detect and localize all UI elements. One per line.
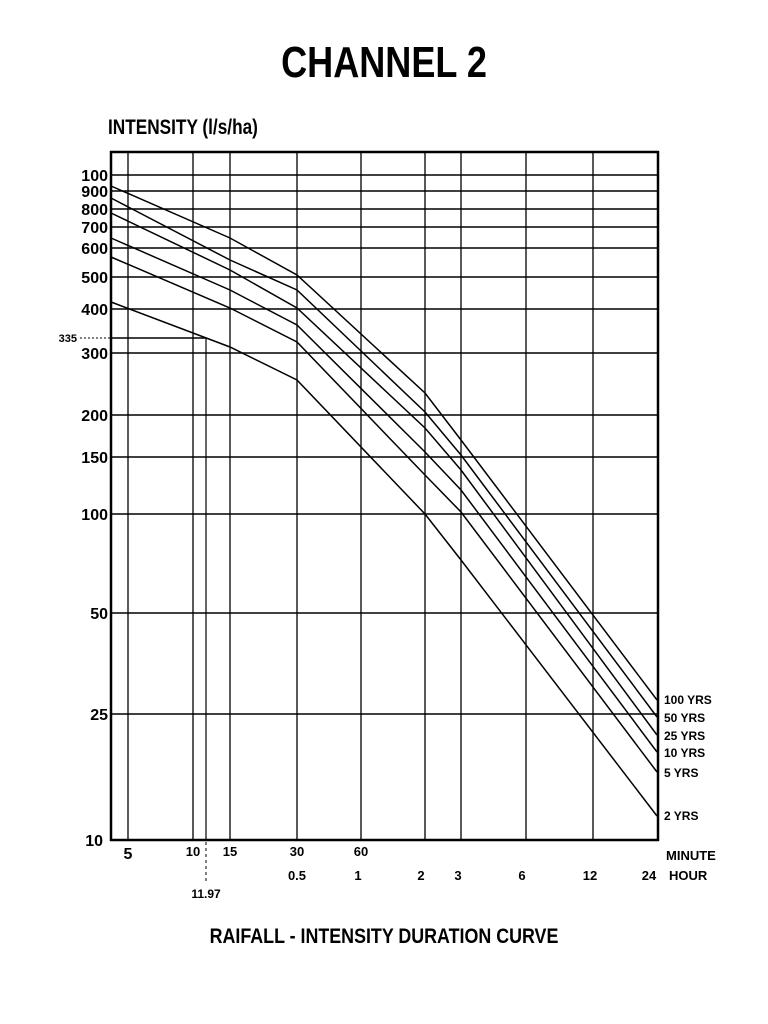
chart-caption: RAIFALL - INTENSITY DURATION CURVE	[209, 925, 559, 948]
y-tick: 600	[81, 241, 108, 258]
curve-10-yrs	[110, 237, 658, 753]
y-tick: 700	[81, 220, 108, 237]
x-tick: 3	[454, 868, 461, 883]
legend-5-yrs: 5 YRS	[664, 766, 698, 780]
x-tick: 0.5	[288, 868, 306, 883]
y-tick: 400	[81, 302, 108, 319]
x-tick: 15	[223, 844, 237, 859]
y-tick: 150	[81, 450, 108, 467]
x-tick: 60	[354, 844, 368, 859]
x-tick: 24	[642, 868, 657, 883]
legend-25-yrs: 25 YRS	[664, 729, 705, 743]
y-tick: 10	[85, 833, 103, 850]
x-tick: 5	[124, 846, 133, 863]
x-tick: 30	[290, 844, 304, 859]
legend-2-yrs: 2 YRS	[664, 809, 698, 823]
x-hour-labels: 0.5 1 2 3 6 12 24	[288, 868, 657, 883]
legend-50-yrs: 50 YRS	[664, 711, 705, 725]
curve-5-yrs	[110, 256, 658, 773]
y-tick-labels: 100 900 800 700 600 500 400 300 200 150 …	[81, 168, 108, 850]
y-tick: 500	[81, 270, 108, 287]
idf-curves	[110, 185, 658, 817]
legend-100-yrs: 100 YRS	[664, 693, 712, 707]
annotation-1197-label: 11.97	[191, 887, 221, 901]
curve-2-yrs	[110, 301, 658, 817]
x-tick: 6	[518, 868, 525, 883]
x-tick: 12	[583, 868, 597, 883]
y-tick: 200	[81, 408, 108, 425]
x-tick: 1	[354, 868, 361, 883]
x-minute-labels: 5 10 15 30 60	[124, 844, 369, 863]
y-tick: 900	[81, 184, 108, 201]
x-minute-unit: MINUTE	[666, 848, 716, 863]
y-tick: 300	[81, 346, 108, 363]
plot-frame	[109, 150, 660, 842]
curve-100-yrs	[110, 185, 658, 701]
x-hour-unit: HOUR	[669, 868, 708, 883]
y-tick: 50	[90, 606, 108, 623]
annotation-335-label: 335	[59, 333, 77, 345]
legend-10-yrs: 10 YRS	[664, 746, 705, 760]
curve-25-yrs	[110, 212, 658, 736]
y-axis-title: INTENSITY (l/s/ha)	[108, 116, 258, 139]
curve-legend: 100 YRS 50 YRS 25 YRS 10 YRS 5 YRS 2 YRS	[664, 693, 712, 823]
x-tick: 10	[186, 844, 200, 859]
x-tick: 2	[417, 868, 424, 883]
vertical-gridlines	[127, 152, 594, 840]
y-tick: 100	[81, 507, 108, 524]
y-tick: 800	[81, 202, 108, 219]
y-tick: 100	[81, 168, 108, 185]
y-tick: 25	[90, 707, 108, 724]
curve-50-yrs	[110, 197, 658, 718]
horizontal-gridlines	[111, 174, 658, 715]
chart-title: CHANNEL 2	[281, 38, 487, 87]
